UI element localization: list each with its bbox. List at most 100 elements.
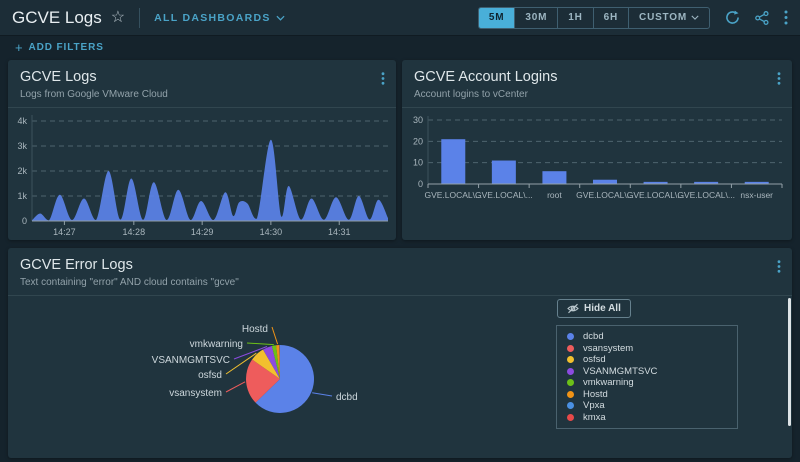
panel-subtitle: Logs from Google VMware Cloud <box>20 89 168 100</box>
time-button-label: 1H <box>568 11 583 23</box>
svg-text:GVE.LOCAL\...: GVE.LOCAL\... <box>475 190 533 200</box>
panel-title: GCVE Error Logs <box>20 257 133 273</box>
time-range-group: 5M 30M 1H 6H CUSTOM <box>477 6 710 29</box>
panel-gcve-account-logins-header: GCVE Account Logins Account logins to vC… <box>402 60 792 108</box>
legend-item[interactable]: vsansystem <box>567 343 727 355</box>
svg-text:nsx-user: nsx-user <box>740 190 773 200</box>
panel-gcve-account-logins-body: 0 10 20 30 GVE.LOCAL\... GVE.LOCAL\... root GVE… <box>402 108 792 244</box>
panel-gcve-error-logs-body: Hostd vmkwarning VSANMGMTSVC osfsd vsansyste… <box>8 296 792 462</box>
panel-menu-kebab-icon[interactable] <box>775 70 783 90</box>
svg-text:vsansystem: vsansystem <box>169 388 222 399</box>
top-header-bar: GCVE Logs ☆ ALL DASHBOARDS 5M 30M 1H 6H CUST… <box>0 0 800 36</box>
panel-gcve-error-logs: GCVE Error Logs Text containing "error" … <box>8 248 792 458</box>
legend-color-dot <box>567 402 574 410</box>
legend-color-dot <box>567 356 574 364</box>
time-button-30m[interactable]: 30M <box>514 7 557 28</box>
legend-item-label: osfsd <box>583 354 606 366</box>
svg-text:20: 20 <box>413 136 423 146</box>
svg-text:1k: 1k <box>17 191 27 201</box>
logs-area-chart: 0 1k 2k 3k 4k 14:27 14:28 14:29 14:30 14:31 <box>17 115 388 237</box>
svg-text:GVE.LOCAL\...: GVE.LOCAL\... <box>627 190 685 200</box>
svg-text:10: 10 <box>413 158 423 168</box>
legend-item-label: vmkwarning <box>583 377 634 389</box>
header-kebab-menu-icon[interactable] <box>784 10 788 25</box>
svg-text:0: 0 <box>22 216 27 226</box>
svg-text:Hostd: Hostd <box>242 324 268 335</box>
favorite-star-icon[interactable]: ☆ <box>110 8 126 26</box>
svg-text:14:31: 14:31 <box>328 227 351 237</box>
time-button-1h[interactable]: 1H <box>557 7 592 28</box>
chevron-down-icon <box>276 15 285 21</box>
svg-text:GVE.LOCAL\...: GVE.LOCAL\... <box>677 190 735 200</box>
time-button-6h[interactable]: 6H <box>592 7 628 28</box>
filters-bar: + ADD FILTERS <box>0 36 119 59</box>
svg-text:GVE.LOCAL\...: GVE.LOCAL\... <box>424 190 482 200</box>
errors-pie-chart: Hostd vmkwarning VSANMGMTSVC osfsd vsansyste… <box>152 324 358 413</box>
refresh-icon[interactable] <box>725 10 740 25</box>
time-button-label: 5M <box>488 11 505 23</box>
svg-text:14:30: 14:30 <box>260 227 283 237</box>
svg-text:osfsd: osfsd <box>198 370 222 381</box>
legend-color-dot <box>567 390 574 398</box>
panel-gcve-logs-body: 0 1k 2k 3k 4k 14:27 14:28 14:29 14:30 14:31 <box>8 108 396 244</box>
svg-text:root: root <box>547 190 562 200</box>
legend-item[interactable]: VSANMGMTSVC <box>567 366 727 378</box>
legend-color-dot <box>567 413 574 421</box>
legend-item-label: vsansystem <box>583 342 634 354</box>
legend-color-dot <box>567 344 574 352</box>
svg-text:VSANMGMTSVC: VSANMGMTSVC <box>152 355 230 366</box>
all-dashboards-label: ALL DASHBOARDS <box>154 11 271 24</box>
share-icon[interactable] <box>755 10 769 25</box>
all-dashboards-dropdown[interactable]: ALL DASHBOARDS <box>154 12 285 24</box>
panel-title: GCVE Logs <box>20 69 97 85</box>
legend-item-label: Vpxa <box>583 400 605 412</box>
panel-menu-kebab-icon[interactable] <box>775 258 783 278</box>
plus-icon: + <box>15 40 24 55</box>
panel-gcve-error-logs-header: GCVE Error Logs Text containing "error" … <box>8 248 792 296</box>
svg-text:14:29: 14:29 <box>191 227 214 237</box>
svg-text:vmkwarning: vmkwarning <box>190 339 243 350</box>
time-button-5m[interactable]: 5M <box>478 7 515 28</box>
time-button-label: 30M <box>525 11 548 23</box>
legend-item[interactable]: osfsd <box>567 354 727 366</box>
legend-item[interactable]: dcbd <box>567 331 727 343</box>
legend-item-label: VSANMGMTSVC <box>583 365 658 377</box>
panel-subtitle: Text containing "error" AND cloud contai… <box>20 277 239 288</box>
chevron-down-icon <box>691 15 699 20</box>
svg-text:2k: 2k <box>17 166 27 176</box>
legend-item[interactable]: Hostd <box>567 389 727 401</box>
header-actions: 5M 30M 1H 6H CUSTOM <box>477 6 788 29</box>
hide-all-label: Hide All <box>584 303 621 314</box>
hide-all-button[interactable]: Hide All <box>557 299 631 318</box>
vertical-scrollbar[interactable] <box>788 298 791 426</box>
svg-text:3k: 3k <box>17 141 27 151</box>
panel-title: GCVE Account Logins <box>414 69 558 85</box>
panel-menu-kebab-icon[interactable] <box>379 70 387 90</box>
legend-item-label: dcbd <box>583 331 604 343</box>
panel-gcve-logs-header: GCVE Logs Logs from Google VMware Cloud <box>8 60 396 108</box>
panel-gcve-account-logins: GCVE Account Logins Account logins to vC… <box>402 60 792 240</box>
time-button-label: 6H <box>603 11 619 23</box>
time-button-custom[interactable]: CUSTOM <box>628 7 709 28</box>
legend-color-dot <box>567 367 574 375</box>
add-filters-label: ADD FILTERS <box>28 42 104 53</box>
legend-item[interactable]: Vpxa <box>567 400 727 412</box>
add-filters-button[interactable]: + ADD FILTERS <box>15 41 104 54</box>
svg-text:0: 0 <box>418 179 423 189</box>
page-title: GCVE Logs <box>12 7 102 27</box>
legend-item[interactable]: vmkwarning <box>567 377 727 389</box>
legend-item[interactable]: kmxa <box>567 412 727 424</box>
time-button-label: CUSTOM <box>639 11 687 23</box>
eye-off-icon <box>567 303 579 314</box>
svg-text:14:27: 14:27 <box>53 227 76 237</box>
svg-text:4k: 4k <box>17 116 27 126</box>
legend-color-dot <box>567 379 574 387</box>
pie-legend: dcbd vsansystem osfsd VSANMGMTSVC vmkwarning… <box>556 325 738 429</box>
svg-text:14:28: 14:28 <box>123 227 146 237</box>
legend-item-label: Hostd <box>583 388 608 400</box>
svg-text:30: 30 <box>413 115 423 125</box>
legend-item-label: kmxa <box>583 411 606 423</box>
svg-text:dcbd: dcbd <box>336 392 358 403</box>
svg-text:GVE.LOCAL\...: GVE.LOCAL\... <box>576 190 634 200</box>
